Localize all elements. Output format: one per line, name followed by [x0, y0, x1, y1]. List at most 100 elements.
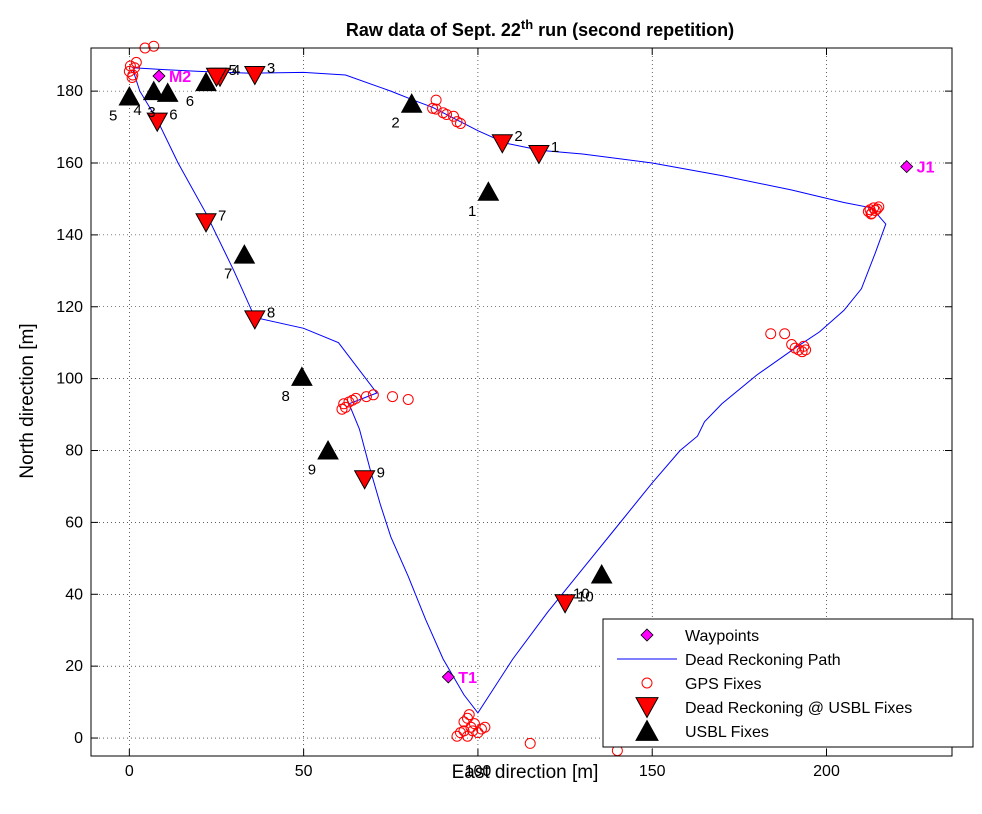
waypoint-label: T1 [458, 670, 477, 687]
legend-entry-label: GPS Fixes [685, 676, 761, 693]
y-tick-label: 40 [65, 586, 83, 603]
legend-dr-usbl-symbol [635, 697, 659, 719]
gps-fix-point [467, 725, 479, 737]
y-tick-label: 0 [74, 730, 83, 747]
waypoint-marker [152, 69, 166, 83]
dr-usbl-fix-marker [146, 112, 169, 133]
gps-fix-point [454, 727, 466, 739]
gps-fix-point [472, 727, 484, 739]
y-axis-label: North direction [m] [17, 323, 38, 478]
usbl-fix-label: 3 [147, 104, 155, 121]
gps-fix-point [451, 730, 463, 742]
usbl-fix-label: 6 [186, 93, 194, 110]
dr-usbl-fix-label: 1 [551, 139, 559, 156]
gps-fix-point [360, 391, 372, 403]
dr-usbl-fix-label: 10 [577, 588, 594, 605]
x-tick-label: 200 [813, 763, 840, 780]
title-superscript: th [521, 17, 533, 32]
legend: Waypoints Dead Reckoning Path GPS Fixes Dea… [602, 618, 974, 748]
y-tick-label: 160 [56, 155, 83, 172]
axes-ticks: 0 50 100 150 200 0 20 40 60 80 100 120 140 160 180 [56, 48, 952, 780]
dr-usbl-fix-label: 5 [228, 62, 236, 79]
y-tick-label: 100 [56, 371, 83, 388]
gps-fix-point [798, 340, 810, 352]
usbl-fix-marker [142, 80, 165, 101]
legend-waypoint-symbol [640, 628, 654, 642]
waypoint-label: J1 [917, 160, 935, 177]
usbl-fix-marker [233, 244, 256, 264]
dr-usbl-fix-label: 2 [514, 128, 522, 145]
gps-fix-point [479, 721, 491, 733]
usbl-fix-marker [317, 439, 339, 460]
gps-fix-point [458, 716, 470, 728]
gps-fix-point [779, 328, 791, 340]
waypoint-label: M2 [169, 69, 191, 86]
dr-usbl-fix-label: 9 [377, 464, 385, 481]
x-tick-label: 0 [125, 763, 134, 780]
gps-fix-point [524, 737, 536, 749]
gps-fix-point [130, 56, 142, 68]
gps-fix-point [865, 208, 877, 220]
dr-usbl-fix-marker [528, 145, 550, 165]
gps-fix-point [869, 204, 881, 216]
x-axis-label: East direction [m] [452, 762, 599, 783]
dr-usbl-fix-marker [243, 310, 266, 330]
dr-usbl-fix-label: 3 [267, 60, 275, 77]
gps-fix-point [430, 94, 442, 106]
gps-fix-point [448, 110, 460, 122]
gps-fix-point [387, 391, 399, 403]
dr-usbl-fix-marker [205, 67, 228, 88]
waypoint-marker [441, 670, 455, 684]
legend-box [602, 618, 974, 748]
gps-fix-point [463, 709, 475, 721]
waypoint-marker [900, 160, 914, 174]
usbl-fix-marker [118, 85, 141, 106]
title-suffix: run (second repetition) [533, 20, 734, 40]
gps-fix-point [367, 389, 379, 401]
legend-entry-label: USBL Fixes [685, 724, 769, 741]
usbl-fix-marker [400, 93, 423, 113]
y-tick-label: 180 [56, 83, 83, 100]
usbl-fix-label: 10 [573, 586, 590, 603]
usbl-fix-marker [291, 366, 313, 386]
legend-gps-symbol [641, 677, 653, 689]
dr-usbl-fix-label: 4 [232, 62, 240, 79]
usbl-fix-marker [195, 71, 217, 92]
gps-fix-point [402, 393, 414, 405]
gps-fix-point [454, 117, 466, 129]
dr-usbl-fix-marker [491, 134, 514, 154]
dr-usbl-fix-marker [243, 65, 266, 86]
legend-usbl-symbol [635, 719, 659, 741]
gps-fix-point [350, 392, 362, 404]
gps-fix-point [148, 40, 160, 52]
title-main: Raw data of Sept. 22 [346, 20, 521, 40]
legend-entry-label: Dead Reckoning Path [685, 652, 841, 669]
y-tick-label: 20 [65, 658, 83, 675]
dr-usbl-fix-marker [195, 213, 217, 233]
y-tick-label: 140 [56, 227, 83, 244]
plot-frame [90, 47, 953, 757]
y-tick-label: 80 [65, 443, 83, 460]
dr-usbl-fix-label: 7 [218, 207, 226, 224]
legend-entry-label: Waypoints [685, 628, 759, 645]
dr-usbl-fix-marker [353, 470, 376, 490]
usbl-fix-label: 8 [282, 388, 290, 405]
usbl-fix-label: 9 [308, 462, 316, 479]
chart-title: Raw data of Sept. 22th run (second repet… [346, 17, 734, 40]
dr-usbl-fix-label: 6 [169, 107, 177, 124]
y-tick-label: 60 [65, 514, 83, 531]
gps-fix-point [765, 328, 777, 340]
usbl-fix-marker [477, 181, 500, 201]
gps-fix-point [126, 71, 138, 83]
usbl-fix-marker [590, 563, 613, 584]
x-tick-label: 150 [639, 763, 666, 780]
usbl-fix-label: 7 [224, 266, 232, 283]
gps-fix-point [873, 201, 885, 213]
gps-fix-point [786, 338, 798, 350]
gps-fix-point [430, 103, 442, 115]
x-tick-label: 100 [465, 763, 492, 780]
legend-entry-label: Dead Reckoning @ USBL Fixes [685, 700, 912, 717]
gps-fix-point [441, 108, 453, 120]
